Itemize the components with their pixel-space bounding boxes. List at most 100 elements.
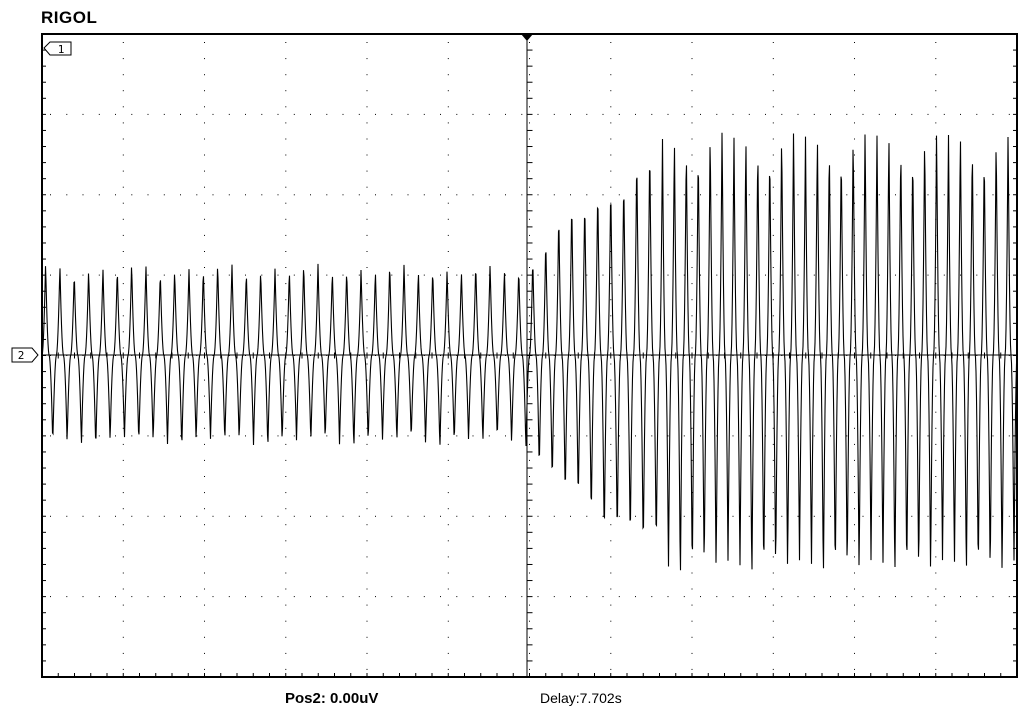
grid-dot (935, 395, 937, 397)
grid-dot (529, 476, 530, 477)
grid-dot (366, 299, 368, 301)
grid-dot (375, 515, 376, 517)
grid-dot (285, 524, 287, 526)
grid-dot (651, 515, 653, 517)
grid-dot (366, 427, 368, 429)
grid-dot (180, 515, 181, 517)
grid-dot (366, 379, 368, 381)
position-readout: Pos2: 0.00uV (285, 690, 379, 707)
grid-dot (310, 194, 311, 196)
grid-dot (310, 596, 311, 598)
grid-dot (98, 274, 100, 276)
grid-dot (772, 170, 774, 172)
grid-dot (667, 596, 669, 598)
grid-dot (122, 443, 124, 445)
trigger-position-marker[interactable] (521, 34, 533, 41)
grid-dot (610, 283, 612, 285)
grid-dot (691, 154, 693, 156)
grid-dot (610, 251, 612, 252)
grid-dot (447, 379, 449, 381)
grid-dot (285, 459, 287, 461)
grid-dot (98, 194, 100, 196)
grid-dot (960, 274, 961, 276)
grid-dot (285, 411, 287, 413)
grid-dot (960, 435, 961, 437)
grid-dot (488, 435, 490, 437)
grid-dot (772, 154, 774, 156)
grid-dot (521, 435, 523, 437)
grid-dot (423, 515, 425, 517)
grid-dot (440, 194, 441, 196)
grid-dot (610, 492, 612, 494)
grid-dot (122, 122, 124, 124)
grid-dot (285, 138, 287, 140)
grid-dot (610, 443, 612, 445)
grid-dot (366, 331, 368, 333)
grid-dot (285, 347, 287, 349)
grid-dot (204, 427, 205, 429)
grid-dot (204, 443, 205, 445)
grid-dot (447, 492, 449, 494)
grid-dot (447, 604, 449, 606)
grid-dot (700, 596, 701, 598)
grid-dot (586, 515, 588, 517)
grid-dot (228, 194, 230, 196)
grid-dot (326, 515, 328, 517)
grid-dot (683, 274, 685, 276)
grid-dot (285, 443, 287, 445)
grid-dot (748, 435, 750, 437)
grid-dot (529, 379, 530, 381)
grid-dot (529, 186, 530, 188)
grid-dot (204, 42, 205, 43)
grid-dot (960, 515, 961, 517)
grid-dot (992, 596, 994, 598)
grid-dot (935, 331, 937, 333)
grid-dot (366, 604, 368, 606)
grid-dot (610, 636, 612, 638)
grid-dot (862, 274, 864, 276)
grid-dot (66, 515, 68, 517)
grid-dot (204, 652, 205, 654)
grid-dot (407, 194, 409, 196)
grid-dot (277, 194, 279, 196)
grid-dot (878, 194, 880, 196)
grid-dot (228, 596, 230, 598)
grid-dot (854, 620, 855, 622)
grid-dot (529, 395, 530, 397)
grid-dot (691, 668, 693, 670)
grid-dot (261, 515, 263, 517)
grid-dot (521, 596, 523, 598)
grid-dot (716, 596, 718, 598)
grid-dot (358, 194, 360, 196)
grid-dot (285, 74, 287, 76)
grid-dot (196, 596, 198, 598)
grid-dot (529, 363, 530, 365)
grid-dot (610, 604, 612, 606)
grid-dot (691, 106, 693, 108)
channel1-marker[interactable]: 1 (43, 41, 72, 56)
channel2-marker[interactable]: 2 (11, 347, 39, 363)
grid-dot (122, 218, 124, 220)
grid-dot (935, 90, 937, 92)
grid-dot (610, 363, 612, 365)
grid-dot (180, 274, 181, 276)
grid-dot (772, 427, 774, 429)
grid-dot (935, 620, 937, 622)
grid-dot (691, 138, 693, 140)
grid-dot (285, 58, 287, 60)
grid-dot (391, 515, 393, 517)
grid-dot (204, 524, 205, 526)
grid-dot (285, 331, 287, 333)
grid-dot (131, 515, 133, 517)
grid-dot (854, 411, 855, 413)
grid-dot (447, 636, 449, 638)
grid-dot (366, 363, 368, 365)
grid-dot (732, 596, 734, 598)
grid-dot (115, 194, 116, 196)
grid-dot (854, 42, 855, 43)
grid-dot (285, 251, 287, 252)
grid-dot (505, 194, 506, 196)
grid-dot (691, 476, 693, 477)
grid-dot (366, 492, 368, 494)
grid-dot (180, 596, 181, 598)
